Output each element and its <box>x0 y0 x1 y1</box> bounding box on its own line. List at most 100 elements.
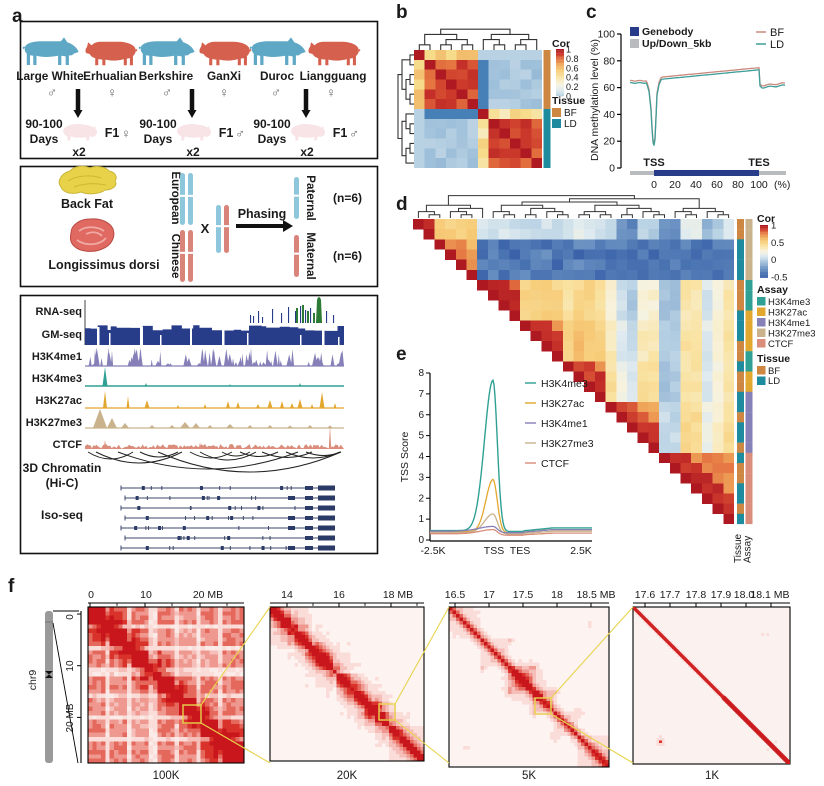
svg-text:100: 100 <box>750 179 768 191</box>
svg-text:0: 0 <box>651 179 657 191</box>
svg-text:x2: x2 <box>186 145 200 159</box>
svg-text:60: 60 <box>711 179 723 191</box>
svg-text:40: 40 <box>603 109 615 121</box>
svg-text:H3K4me1: H3K4me1 <box>32 351 82 363</box>
svg-text:x2: x2 <box>72 145 86 159</box>
svg-text:♀: ♀ <box>121 126 131 141</box>
svg-text:Assay: Assay <box>757 284 788 296</box>
svg-text:TSS: TSS <box>484 545 504 557</box>
svg-text:90-100: 90-100 <box>253 117 291 131</box>
svg-text:CTCF: CTCF <box>541 458 569 470</box>
svg-text:Longissimus dorsi: Longissimus dorsi <box>48 258 159 272</box>
svg-text:Back Fat: Back Fat <box>61 197 114 211</box>
svg-text:5: 5 <box>418 431 424 442</box>
svg-text:0: 0 <box>88 589 94 601</box>
svg-text:5K: 5K <box>522 770 536 782</box>
svg-text:Duroc: Duroc <box>260 69 295 83</box>
svg-text:RNA-seq: RNA-seq <box>36 306 82 318</box>
svg-text:20K: 20K <box>337 770 358 782</box>
svg-text:TES: TES <box>748 157 769 169</box>
svg-text:♂: ♂ <box>349 126 359 141</box>
svg-text:0: 0 <box>418 535 424 546</box>
svg-text:H3K27ac: H3K27ac <box>541 398 584 410</box>
svg-text:(n=6): (n=6) <box>333 249 362 263</box>
svg-text:18.5 MB: 18.5 MB <box>576 589 615 601</box>
svg-text:17.6: 17.6 <box>635 589 656 601</box>
svg-text:-0.5: -0.5 <box>771 273 787 284</box>
svg-text:-2.5K: -2.5K <box>420 545 445 557</box>
svg-text:H3K27me3: H3K27me3 <box>768 329 816 340</box>
svg-text:♂: ♂ <box>271 85 281 100</box>
svg-text:F1: F1 <box>333 126 348 140</box>
svg-text:c: c <box>586 2 597 23</box>
svg-text:TSS: TSS <box>643 157 664 169</box>
svg-text:♀: ♀ <box>326 85 336 100</box>
svg-text:b: b <box>396 2 408 23</box>
svg-text:100: 100 <box>597 29 615 41</box>
svg-text:16.5: 16.5 <box>445 589 466 601</box>
svg-text:1: 1 <box>566 45 571 55</box>
svg-text:6: 6 <box>418 410 424 421</box>
svg-text:f: f <box>8 576 15 597</box>
svg-text:0: 0 <box>65 614 76 620</box>
svg-text:X: X <box>201 221 210 236</box>
svg-text:60: 60 <box>603 82 615 94</box>
svg-text:Assay: Assay <box>743 536 754 563</box>
svg-text:18.1 MB: 18.1 MB <box>750 589 789 601</box>
svg-text:Genebody: Genebody <box>642 26 694 38</box>
svg-text:0.5: 0.5 <box>771 238 784 249</box>
svg-text:Paternal: Paternal <box>304 175 316 220</box>
svg-text:20 MB: 20 MB <box>65 703 76 732</box>
svg-text:CTCF: CTCF <box>768 339 794 350</box>
svg-text:♂: ♂ <box>235 126 245 141</box>
svg-text:Days: Days <box>144 132 173 146</box>
svg-text:0.4: 0.4 <box>566 73 579 83</box>
svg-text:20: 20 <box>669 179 681 191</box>
svg-text:chr9: chr9 <box>27 670 39 691</box>
svg-text:Phasing: Phasing <box>238 207 287 221</box>
svg-text:e: e <box>396 344 407 365</box>
svg-text:17.8: 17.8 <box>686 589 707 601</box>
svg-text:Berkshire: Berkshire <box>139 69 194 83</box>
svg-text:1: 1 <box>771 221 776 232</box>
svg-text:17.9: 17.9 <box>711 589 732 601</box>
svg-text:18 MB: 18 MB <box>383 589 413 601</box>
svg-text:♂: ♂ <box>47 85 57 100</box>
svg-text:1K: 1K <box>705 770 719 782</box>
svg-text:0.8: 0.8 <box>566 54 579 64</box>
svg-text:H3K27ac: H3K27ac <box>36 395 82 407</box>
svg-text:Large White: Large White <box>16 69 84 83</box>
svg-text:18.0: 18.0 <box>734 589 755 601</box>
svg-text:0.6: 0.6 <box>566 63 579 73</box>
svg-text:♀: ♀ <box>107 85 117 100</box>
svg-text:♀: ♀ <box>219 85 229 100</box>
svg-text:(Hi-C): (Hi-C) <box>46 476 79 490</box>
svg-text:GanXi: GanXi <box>207 69 241 83</box>
svg-text:40: 40 <box>690 179 702 191</box>
svg-text:European: European <box>169 171 181 224</box>
svg-text:90-100: 90-100 <box>139 117 177 131</box>
svg-text:17.5: 17.5 <box>513 589 534 601</box>
svg-text:(%): (%) <box>774 179 790 191</box>
svg-text:3D Chromatin: 3D Chromatin <box>23 461 102 475</box>
svg-text:2: 2 <box>418 493 424 504</box>
svg-text:20 MB: 20 MB <box>193 589 223 601</box>
svg-text:CTCF: CTCF <box>53 439 83 451</box>
svg-text:Cor: Cor <box>552 38 570 50</box>
svg-text:17.7: 17.7 <box>660 589 681 601</box>
svg-text:2.5K: 2.5K <box>570 545 592 557</box>
svg-text:♂: ♂ <box>162 85 172 100</box>
svg-text:Tissue: Tissue <box>733 533 744 563</box>
svg-text:BF: BF <box>564 108 577 119</box>
svg-text:GM-seq: GM-seq <box>42 329 82 341</box>
svg-text:H3K4me1: H3K4me1 <box>541 418 588 430</box>
svg-text:Tissue: Tissue <box>552 95 585 107</box>
svg-text:DNA methylation level (%): DNA methylation level (%) <box>589 39 601 161</box>
svg-text:Erhualian: Erhualian <box>83 69 137 83</box>
svg-text:TSS Score: TSS Score <box>399 431 411 482</box>
svg-text:H3K4me3: H3K4me3 <box>32 373 82 385</box>
svg-text:Days: Days <box>30 132 59 146</box>
svg-text:8: 8 <box>418 368 424 379</box>
svg-text:H3K27me3: H3K27me3 <box>541 438 594 450</box>
svg-text:0: 0 <box>609 163 615 175</box>
